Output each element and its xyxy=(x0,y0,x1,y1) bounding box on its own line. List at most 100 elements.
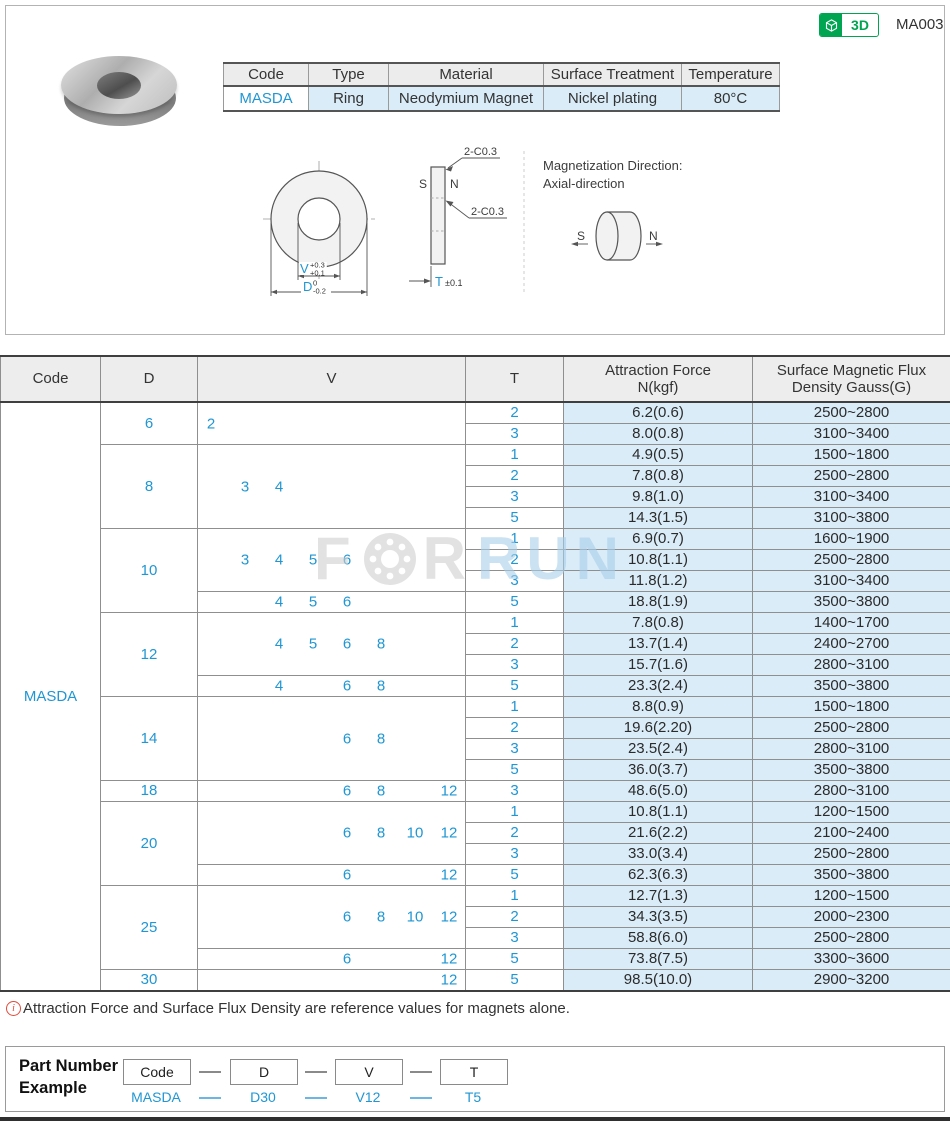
t-cell: 3 xyxy=(465,927,564,949)
v-cell: 6 12 xyxy=(197,864,466,886)
v-value: 4 xyxy=(274,551,284,569)
spec-header-row: Code Type Material Surface Treatment Tem… xyxy=(223,62,780,87)
v-cell: 6 8 12 xyxy=(197,780,466,802)
force-cell: 6.2(0.6) xyxy=(563,401,753,424)
t-cell: 5 xyxy=(465,675,564,697)
v-value: 12 xyxy=(440,971,458,989)
flux-cell: 2800~3100 xyxy=(752,780,950,802)
dim-v-label: V xyxy=(300,261,309,276)
dim-d-label: D xyxy=(303,279,312,294)
force-cell: 36.0(3.7) xyxy=(563,759,753,781)
v-cell: 4 5 6 8 xyxy=(197,612,466,676)
flux-cell: 3100~3800 xyxy=(752,507,950,529)
flux-cell: 3500~3800 xyxy=(752,864,950,886)
v-values: 4 5 6 xyxy=(198,592,465,612)
table-row: 18 6 8 12 3 48.6(5.0) 2800~3100 xyxy=(1,780,950,802)
part-number-label-line2: Example xyxy=(19,1079,87,1097)
t-cell: 2 xyxy=(465,549,564,571)
header-attraction-force: Attraction Force N(kgf) xyxy=(563,355,753,403)
table-row: 2 34.3(3.5) 2000~2300 xyxy=(1,906,950,928)
t-cell: 5 xyxy=(465,507,564,529)
v-cell: 6 12 xyxy=(197,948,466,970)
v-cell: 4 6 8 xyxy=(197,675,466,697)
chamfer-label-top: 2-C0.3 xyxy=(464,146,497,158)
force-cell: 14.3(1.5) xyxy=(563,507,753,529)
flux-cell: 2500~2800 xyxy=(752,465,950,487)
v-value: 8 xyxy=(376,677,386,695)
header-v: V xyxy=(197,355,466,403)
d-cell: 30 xyxy=(100,969,198,992)
spec-value-temperature: 80°C xyxy=(681,85,780,112)
t-cell: 2 xyxy=(465,633,564,655)
flux-cell: 3100~3400 xyxy=(752,423,950,445)
v-value: 5 xyxy=(308,551,318,569)
flux-cell: 2500~2800 xyxy=(752,927,950,949)
flux-cell: 2500~2800 xyxy=(752,549,950,571)
chamfer-label-mid: 2-C0.3 xyxy=(471,206,504,218)
force-cell: 33.0(3.4) xyxy=(563,843,753,865)
t-cell: 2 xyxy=(465,906,564,928)
v-value: 6 xyxy=(342,729,352,747)
v-value: 6 xyxy=(342,677,352,695)
flux-cell: 2500~2800 xyxy=(752,401,950,424)
t-cell: 2 xyxy=(465,822,564,844)
table-row: MASDA 6 2 2 6.2(0.6) 2500~2800 xyxy=(0,401,950,992)
v-cell: 3 4 5 6 xyxy=(197,528,466,592)
flux-cell: 3500~3800 xyxy=(752,675,950,697)
view-3d-badge[interactable]: 3D xyxy=(819,13,879,37)
flux-cell: 3300~3600 xyxy=(752,948,950,970)
dim-t-label: T xyxy=(435,274,443,289)
spec-value-row: MASDA Ring Neodymium Magnet Nickel plati… xyxy=(223,85,780,112)
v-cell: 12 xyxy=(197,969,466,992)
t-cell: 1 xyxy=(465,885,564,907)
v-values: 6 12 xyxy=(198,865,465,885)
v-values: 4 6 8 xyxy=(198,676,465,696)
flux-cell: 1600~1900 xyxy=(752,528,950,550)
t-cell: 3 xyxy=(465,570,564,592)
dim-d-tol-upper: 0 xyxy=(313,279,317,288)
t-cell: 3 xyxy=(465,738,564,760)
force-cell: 23.3(2.4) xyxy=(563,675,753,697)
v-value: 6 xyxy=(342,824,352,842)
t-cell: 1 xyxy=(465,528,564,550)
pn-value-t: T5 xyxy=(464,1089,482,1105)
magnet-hole xyxy=(97,72,141,99)
side-pole-s: S xyxy=(419,177,427,191)
pn-dash xyxy=(410,1071,432,1073)
v-value: 5 xyxy=(308,593,318,611)
v-value: 4 xyxy=(274,593,284,611)
t-cell: 2 xyxy=(465,401,564,424)
d-cell: 12 xyxy=(100,612,198,697)
pn-dash xyxy=(199,1071,221,1073)
force-cell: 48.6(5.0) xyxy=(563,780,753,802)
dim-v-tol-upper: +0.3 xyxy=(310,261,325,270)
flux-cell: 1500~1800 xyxy=(752,696,950,718)
force-cell: 62.3(6.3) xyxy=(563,864,753,886)
flux-cell: 2500~2800 xyxy=(752,843,950,865)
v-value: 12 xyxy=(440,782,458,800)
flux-cell: 2100~2400 xyxy=(752,822,950,844)
badge-3d-label: 3D xyxy=(851,17,869,33)
magnetization-subtitle: Axial-direction xyxy=(543,176,625,191)
force-cell: 11.8(1.2) xyxy=(563,570,753,592)
force-cell: 18.8(1.9) xyxy=(563,591,753,613)
part-number-example-label: Part Number Example xyxy=(19,1055,118,1099)
v-value: 8 xyxy=(376,729,386,747)
flux-cell: 2800~3100 xyxy=(752,738,950,760)
d-cell: 6 xyxy=(100,401,198,445)
v-value: 3 xyxy=(240,477,250,495)
v-value: 6 xyxy=(342,635,352,653)
t-cell: 5 xyxy=(465,759,564,781)
v-values: 2 xyxy=(198,403,465,444)
d-cell: 18 xyxy=(100,780,198,802)
force-cell: 4.9(0.5) xyxy=(563,444,753,466)
t-cell: 1 xyxy=(465,696,564,718)
pn-box-d: D xyxy=(230,1059,298,1085)
spec-header-temperature: Temperature xyxy=(681,62,780,87)
magnetization-title: Magnetization Direction: xyxy=(543,158,682,173)
technical-drawing: V +0.3 +0.1 D 0 -0.2 S N 2-C0.3 2-C0.3 xyxy=(263,146,682,296)
table-row: 14 6 8 1 8.8(0.9) 1500~1800 xyxy=(1,696,950,781)
header-flux-line1: Surface Magnetic Flux xyxy=(776,361,927,379)
